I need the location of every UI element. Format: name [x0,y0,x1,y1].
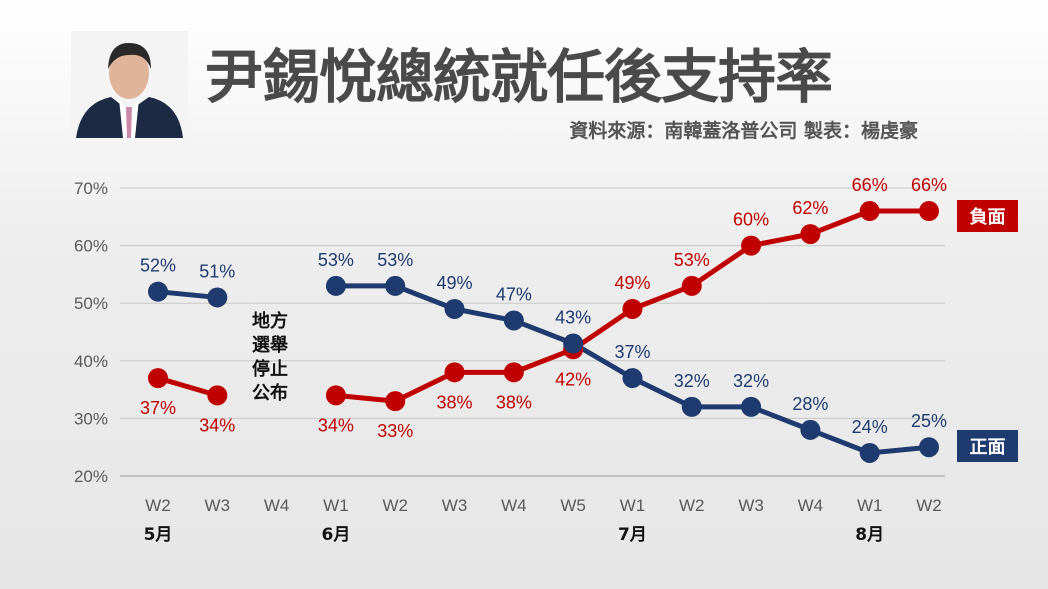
source-credit: 資料來源：南韓蓋洛普公司 製表：楊虔豪 [569,120,918,142]
data-point-positive [503,310,524,331]
data-label: 43% [555,308,591,328]
y-tick-label: 30% [74,409,108,428]
data-point-negative [325,385,346,406]
data-point-positive [325,275,346,296]
y-tick-label: 40% [74,352,108,371]
data-label: 28% [792,394,828,414]
annotation-line: 停止 [252,359,288,380]
x-tick-label: W2 [916,496,942,515]
data-label: 52% [140,256,176,276]
data-point-negative [681,275,702,296]
data-label: 60% [733,210,769,230]
month-label: 7月 [618,525,647,545]
data-label: 49% [437,273,473,293]
data-label: 32% [674,371,710,391]
data-point-positive [919,437,939,458]
chart-title: 尹錫悅總統就任後支持率 [205,43,833,111]
annotation-line: 選舉 [252,335,288,356]
x-tick-label: W2 [679,496,705,515]
data-label: 53% [377,250,413,270]
data-label: 62% [792,198,828,218]
series-line-negative [157,375,219,398]
data-point-positive [800,419,821,440]
x-tick-label: W3 [738,496,764,515]
x-tick-label: W2 [145,496,171,515]
data-label: 66% [852,175,888,195]
data-label: 24% [852,417,888,437]
x-tick-label: W3 [205,496,231,515]
y-tick-label: 50% [74,294,108,313]
data-point-positive [681,396,702,417]
data-point-negative [148,368,168,389]
y-tick-label: 70% [74,179,108,198]
month-label: 6月 [322,525,351,545]
data-label: 47% [496,284,532,304]
y-tick-label: 20% [74,467,108,486]
data-point-positive [859,442,880,463]
x-tick-label: W4 [264,496,290,515]
data-point-positive [444,298,465,319]
x-tick-label: W3 [442,496,468,515]
data-point-negative [207,385,228,406]
y-tick-label: 60% [74,237,108,256]
data-point-negative [859,201,880,222]
data-label: 34% [318,415,354,435]
data-point-positive [563,333,584,354]
month-label: 5月 [144,525,173,545]
data-point-negative [503,362,524,383]
data-label: 42% [555,369,591,389]
data-label: 33% [377,421,413,441]
x-tick-label: W1 [323,496,349,515]
data-label: 38% [437,392,473,412]
data-label: 37% [614,342,650,362]
data-point-positive [207,287,228,308]
data-label: 38% [496,392,532,412]
data-label: 32% [733,371,769,391]
data-label: 34% [199,415,235,435]
data-point-positive [741,396,762,417]
legend-positive: 正面 [957,430,1018,462]
data-point-negative [385,391,406,412]
data-label: 53% [674,250,710,270]
annotation-note: 地方 選舉 停止 公布 [252,310,300,406]
data-label: 25% [911,411,947,431]
data-label: 37% [140,398,176,418]
data-point-positive [622,368,643,389]
legend-negative: 負面 [957,200,1018,232]
annotation-line: 公布 [252,383,288,404]
x-tick-label: W1 [857,496,883,515]
data-label: 53% [318,250,354,270]
x-tick-label: W5 [560,496,586,515]
data-point-negative [622,298,643,319]
month-label: 8月 [855,525,884,545]
data-point-negative [444,362,465,383]
x-tick-label: W1 [620,496,646,515]
data-point-negative [741,235,762,256]
data-label: 51% [199,261,235,281]
data-point-negative [919,201,939,222]
data-point-negative [800,224,821,245]
x-tick-label: W2 [382,496,408,515]
data-label: 66% [911,175,947,195]
data-label: 49% [614,273,650,293]
x-tick-label: W4 [798,496,824,515]
annotation-line: 地方 [252,311,288,332]
data-point-positive [148,281,168,302]
data-point-positive [385,275,406,296]
portrait-photo [71,31,188,138]
x-tick-label: W4 [501,496,527,515]
